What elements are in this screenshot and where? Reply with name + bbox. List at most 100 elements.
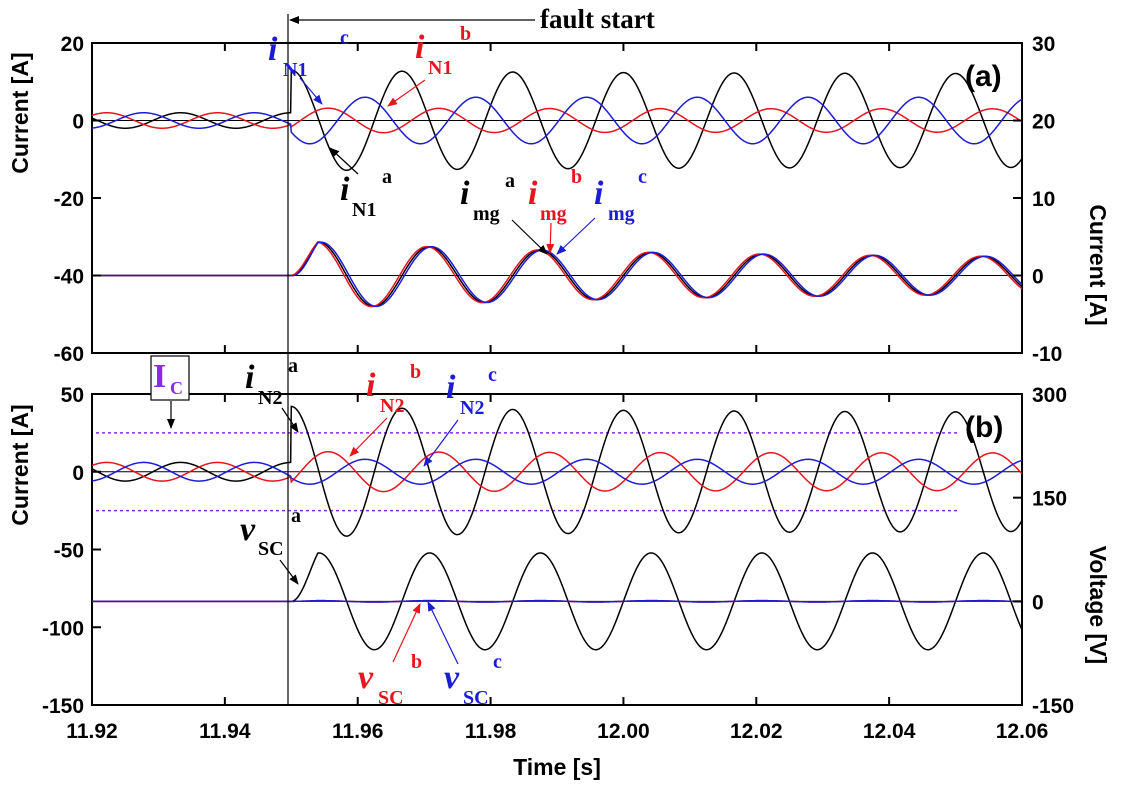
- annotation-iN1b-main: i: [415, 29, 425, 66]
- annotation-imga-sub: mg: [473, 203, 500, 225]
- x-tick-label: 12.06: [996, 720, 1049, 743]
- x-tick-label: 11.96: [332, 720, 383, 743]
- annotation-iN2c-sup: c: [488, 364, 497, 386]
- annotation-imgc-sup: c: [638, 166, 647, 188]
- annotation-vSCc-sup: c: [493, 651, 502, 673]
- axis-ticks: 20 0 -20 -40 -60 30 20 10 0 -10 50 0 -50 -100 -150 300 1…: [42, 33, 1074, 743]
- panel-b-left-tick-label: 0: [72, 462, 84, 485]
- arrow-iN1b: [387, 79, 426, 107]
- panel-a-left-axis-title: Current [A]: [7, 52, 33, 173]
- annotation-iN2b-sup: b: [410, 361, 421, 383]
- x-axis-title: Time [s]: [513, 754, 601, 780]
- annotation-iN2b-main: i: [366, 367, 376, 404]
- panel-b-frame: [91, 393, 1023, 706]
- annotation-iN2a-sup: a: [288, 355, 298, 377]
- panel-a-right-tick-label: 0: [1032, 266, 1044, 289]
- annotation-iN1b: i N1 b: [415, 23, 471, 79]
- panel-b-right-axis-title: Voltage [V]: [1085, 546, 1111, 664]
- annotation-vSCa: v SC a: [240, 505, 301, 560]
- panel-a-frame: [91, 42, 1023, 354]
- annotation-vSCb-sup: b: [411, 651, 422, 673]
- arrow-iN1a: [329, 147, 359, 175]
- panel-a-label: (a): [965, 60, 1002, 93]
- panel-b-right-tick-label: 300: [1032, 384, 1067, 407]
- arrow-imga: [511, 219, 548, 255]
- panel-b-plot-area: [92, 405, 1022, 651]
- annotation-imga-main: i: [460, 175, 470, 212]
- panel-a-right-tick-label: -10: [1032, 343, 1062, 366]
- annotation-iN2a: i N2 a: [245, 355, 298, 409]
- annotation-iN2b: i N2 b: [366, 361, 421, 417]
- ic-label-sub: C: [170, 378, 183, 398]
- arrow-iN2c: [423, 419, 459, 467]
- panel-a-series-left-phase-c: [92, 96, 1022, 145]
- arrow-vSCa: [279, 559, 299, 585]
- panel-b-left-tick-label: -100: [42, 617, 84, 640]
- panel-a-series-right-phase-b: [92, 241, 1022, 308]
- panel-a-right-tick-label: 10: [1032, 188, 1055, 211]
- annotation-vSCb-main: v: [358, 659, 374, 696]
- annotation-iN2a-main: i: [245, 359, 255, 396]
- panel-a-left-tick-label: -20: [54, 188, 84, 211]
- annotation-imgb-main: i: [528, 175, 538, 212]
- annotation-iN1a-sup: a: [382, 166, 392, 188]
- panel-b-left-tick-label: 50: [61, 384, 84, 407]
- fault-start-label: fault start: [540, 4, 655, 34]
- annotation-iN1c-sup: c: [340, 27, 349, 49]
- panel-a-plot-area: [92, 69, 1022, 308]
- arrow-iN2b: [349, 417, 388, 457]
- x-tick-label: 11.94: [199, 720, 251, 743]
- annotation-iN2c: i N2 c: [446, 364, 497, 419]
- panel-b-series-right-phase-c: [92, 599, 1022, 603]
- annotation-iN1b-sup: b: [460, 23, 471, 45]
- panel-a-left-tick-label: -40: [54, 266, 84, 289]
- annotation-iN2a-sub: N2: [258, 387, 282, 409]
- arrow-vSCb: [392, 603, 421, 663]
- annotation-imgb-sup: b: [571, 166, 582, 188]
- annotation-imgc-main: i: [594, 175, 604, 212]
- annotation-imgb-sub: mg: [540, 203, 567, 225]
- panel-a-right-tick-label: 20: [1032, 111, 1055, 134]
- arrow-vSCc: [427, 601, 459, 665]
- arrow-imgc: [556, 217, 596, 255]
- annotation-iN2c-main: i: [446, 369, 456, 406]
- panel-a-series-left-phase-a: [92, 69, 1022, 172]
- annotation-vSCc: v SC c: [444, 651, 502, 709]
- panel-b-series-left-phase-b: [92, 450, 1022, 493]
- annotation-vSCa-sup: a: [291, 505, 301, 527]
- panel-b-right-tick-label: 0: [1032, 591, 1044, 614]
- annotation-iN1a-sub: N1: [352, 199, 376, 221]
- panel-a-series-right-phase-c: [92, 241, 1022, 308]
- panel-a-right-axis-title: Current [A]: [1085, 204, 1111, 325]
- annotation-vSCa-main: v: [240, 511, 256, 548]
- annotation-vSCb-sub: SC: [378, 687, 404, 709]
- panel-b-series-left-phase-a: [92, 405, 1022, 537]
- panel-b-left-tick-label: -150: [42, 695, 84, 718]
- panel-b-series-left-phase-c: [92, 458, 1022, 485]
- annotation-iN1c-sub: N1: [283, 59, 307, 81]
- annotation-imgc: i mg c: [594, 166, 647, 225]
- annotation-imgb: i mg b: [528, 166, 582, 225]
- panel-a-series-right-phase-a: [92, 241, 1022, 308]
- annotation-vSCa-sub: SC: [258, 538, 284, 560]
- annotation-iN2c-sub: N2: [460, 397, 484, 419]
- annotation-vSCc-main: v: [444, 659, 460, 696]
- annotation-imgc-sub: mg: [608, 203, 635, 225]
- arrow-imgb: [546, 222, 555, 254]
- annotation-imga-sup: a: [505, 170, 515, 192]
- arrow-iN2a: [281, 407, 299, 433]
- x-tick-label: 11.92: [66, 720, 117, 743]
- annotation-ic-box: I C: [150, 355, 190, 401]
- x-tick-label: 12.00: [597, 720, 650, 743]
- panel-a-left-tick-label: 20: [61, 33, 84, 56]
- annotation-vSCc-sub: SC: [463, 687, 489, 709]
- panel-b-label: (b): [965, 411, 1003, 444]
- annotation-iN1a: i N1 a: [340, 166, 392, 221]
- annotation-iN1c-main: i: [268, 31, 278, 68]
- panel-a-right-tick-label: 30: [1032, 33, 1055, 56]
- annotation-iN1a-main: i: [340, 171, 350, 208]
- panel-b-right-tick-label: 150: [1032, 488, 1067, 511]
- x-tick-label: 12.02: [730, 720, 783, 743]
- ic-label-main: I: [153, 358, 166, 395]
